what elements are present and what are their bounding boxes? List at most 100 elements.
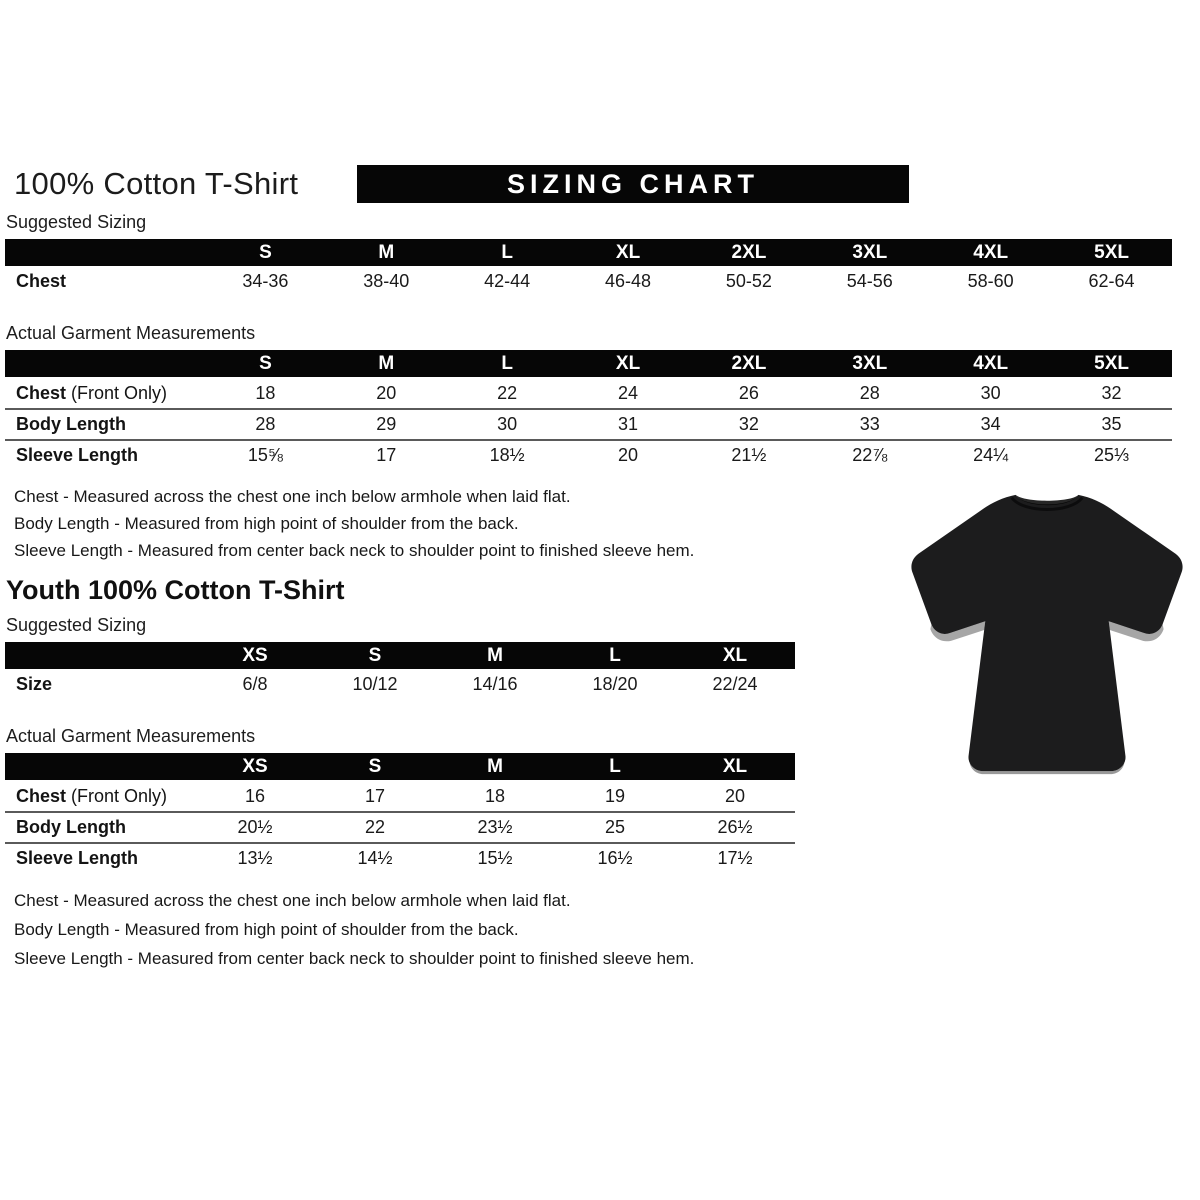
measurement-value: 20½ bbox=[237, 817, 273, 837]
youth-page-title: Youth 100% Cotton T-Shirt bbox=[6, 575, 345, 605]
measurement-row: Body Length 20½ 22 23½ 25 26½ bbox=[5, 812, 795, 843]
adult-actual-measurements-table: S M L XL 2XL 3XL 4XL 5XL Chest (Front Only) 18 20 2… bbox=[5, 350, 1172, 470]
measurement-value: 20 bbox=[724, 786, 746, 806]
measurement-row-label: Size bbox=[16, 674, 53, 694]
size-header-row: S M L XL 2XL 3XL 4XL 5XL bbox=[5, 239, 1172, 266]
measurement-value: 14½ bbox=[357, 848, 393, 868]
note-line: Chest - Measured across the chest one in… bbox=[14, 891, 571, 910]
measurement-value: 28 bbox=[859, 383, 880, 403]
size-column-header: S bbox=[315, 753, 435, 782]
size-column-header: S bbox=[205, 239, 326, 266]
measurement-row: Body Length 28 29 30 31 32 33 34 35 bbox=[5, 409, 1172, 440]
measurement-value: 34 bbox=[980, 414, 1001, 434]
adult-measurement-notes: Chest - Measured across the chest one in… bbox=[14, 483, 1175, 564]
size-column-header: 4XL bbox=[930, 350, 1052, 379]
measurement-value: 18 bbox=[255, 383, 276, 403]
measurement-row-label: Body Length bbox=[16, 817, 126, 837]
size-column-header: L bbox=[555, 642, 675, 669]
measurement-value: 23½ bbox=[477, 817, 513, 837]
measurement-value: 25 bbox=[604, 817, 626, 837]
measurement-value: 6/8 bbox=[242, 674, 268, 694]
measurement-value: 13½ bbox=[237, 848, 273, 868]
youth-actual-measurements-table: XS S M L XL Chest (Front Only) 16 17 18 19 20 Body … bbox=[5, 753, 795, 873]
measurement-value: 32 bbox=[738, 414, 759, 434]
measurement-value: 22 bbox=[364, 817, 386, 837]
measurement-value: 33 bbox=[859, 414, 880, 434]
tshirt-graphic bbox=[911, 494, 1183, 775]
measurement-row-label: Chest bbox=[16, 271, 67, 291]
size-column-header: 5XL bbox=[1051, 239, 1172, 266]
tshirt-image bbox=[900, 474, 1194, 792]
measurement-row-label: Chest (Front Only) bbox=[16, 786, 168, 806]
size-column-header: M bbox=[325, 350, 447, 379]
measurement-row: Chest (Front Only) 18 20 22 24 26 28 30 32 bbox=[5, 378, 1172, 409]
measurement-value: 18 bbox=[484, 786, 506, 806]
measurement-value: 42-44 bbox=[484, 271, 531, 291]
size-table-corner bbox=[5, 239, 205, 266]
note-line: Sleeve Length - Measured from center bac… bbox=[14, 949, 695, 968]
measurement-value: 15½ bbox=[477, 848, 513, 868]
measurement-value: 24¼ bbox=[973, 445, 1009, 465]
note-line: Body Length - Measured from high point o… bbox=[14, 920, 519, 939]
size-column-header: XS bbox=[195, 753, 315, 782]
measurement-row: Chest 34-36 38-40 42-44 46-48 50-52 54-56 58-60… bbox=[5, 266, 1172, 297]
measurement-row: Chest (Front Only) 16 17 18 19 20 bbox=[5, 781, 795, 812]
size-column-header: XS bbox=[195, 642, 315, 669]
note-line: Chest - Measured across the chest one in… bbox=[14, 487, 571, 506]
measurement-value: 17 bbox=[364, 786, 386, 806]
size-column-header: 5XL bbox=[1051, 350, 1172, 379]
size-column-header: M bbox=[435, 753, 555, 782]
sizing-chart-content: 100% Cotton T-Shirt SIZING CHART Suggest… bbox=[5, 165, 1175, 973]
measurement-value: 31 bbox=[618, 414, 639, 434]
measurement-row: Sleeve Length 13½ 14½ 15½ 16½ 17½ bbox=[5, 843, 795, 873]
size-column-header: 3XL bbox=[809, 239, 931, 266]
measurement-value: 17½ bbox=[717, 848, 753, 868]
measurement-value: 20 bbox=[618, 445, 639, 465]
note-line: Body Length - Measured from high point o… bbox=[14, 514, 519, 533]
measurement-value: 28 bbox=[255, 414, 276, 434]
measurement-value: 17 bbox=[376, 445, 397, 465]
measurement-row: Size 6/8 10/12 14/16 18/20 22/24 bbox=[5, 669, 795, 700]
size-column-header: XL bbox=[567, 239, 689, 266]
size-column-header: L bbox=[446, 239, 568, 266]
sizing-chart-banner-label: SIZING CHART bbox=[507, 168, 759, 199]
measurement-value: 50-52 bbox=[725, 271, 772, 291]
size-column-header: S bbox=[205, 350, 326, 379]
measurement-value: 54-56 bbox=[846, 271, 893, 291]
measurement-value: 26 bbox=[738, 383, 759, 403]
measurement-value: 25⅓ bbox=[1094, 445, 1130, 465]
measurement-value: 21½ bbox=[731, 445, 767, 465]
measurement-value: 32 bbox=[1101, 383, 1122, 403]
measurement-value: 46-48 bbox=[605, 271, 652, 291]
measurement-value: 58-60 bbox=[967, 271, 1014, 291]
measurement-value: 22⅞ bbox=[852, 445, 888, 465]
measurement-value: 29 bbox=[376, 414, 397, 434]
measurement-value: 14/16 bbox=[472, 674, 518, 694]
measurement-value: 62-64 bbox=[1088, 271, 1135, 291]
size-column-header: M bbox=[325, 239, 447, 266]
size-column-header: 3XL bbox=[809, 350, 931, 379]
youth-suggested-sizing-table: XS S M L XL Size 6/8 10/12 14/16 18/20 22/24 bbox=[5, 642, 795, 700]
size-table-corner bbox=[5, 753, 195, 782]
measurement-row-label: Chest (Front Only) bbox=[16, 383, 168, 403]
measurement-value: 16½ bbox=[597, 848, 633, 868]
measurement-value: 34-36 bbox=[242, 271, 289, 291]
size-column-header: L bbox=[446, 350, 568, 379]
size-column-header: XL bbox=[675, 753, 795, 782]
size-column-header: XL bbox=[675, 642, 795, 669]
measurement-value: 16 bbox=[244, 786, 266, 806]
adult-suggested-sizing-table: S M L XL 2XL 3XL 4XL 5XL Chest 34-36 38-40 42-44 46-… bbox=[5, 239, 1172, 297]
size-column-header: XL bbox=[567, 350, 689, 379]
measurement-value: 30 bbox=[497, 414, 518, 434]
adult-actual-measurements-label: Actual Garment Measurements bbox=[6, 323, 256, 343]
size-header-row: S M L XL 2XL 3XL 4XL 5XL bbox=[5, 350, 1172, 379]
measurement-value: 10/12 bbox=[352, 674, 398, 694]
size-column-header: 2XL bbox=[688, 239, 810, 266]
size-column-header: 4XL bbox=[930, 239, 1052, 266]
size-column-header: L bbox=[555, 753, 675, 782]
measurement-value: 22 bbox=[497, 383, 518, 403]
measurement-value: 24 bbox=[618, 383, 639, 403]
measurement-value: 30 bbox=[980, 383, 1001, 403]
size-header-row: XS S M L XL bbox=[5, 642, 795, 669]
measurement-value: 35 bbox=[1101, 414, 1122, 434]
